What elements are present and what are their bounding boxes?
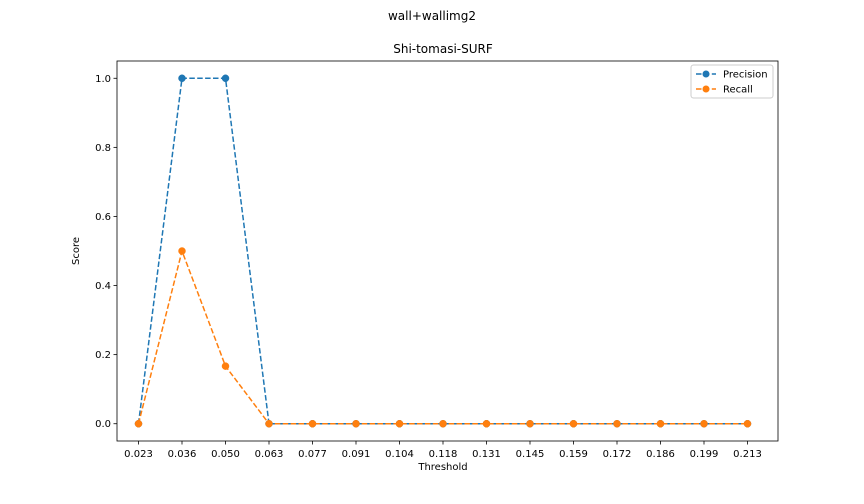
- y-tick-label: 1.0: [95, 74, 111, 85]
- legend-box: [690, 64, 774, 99]
- x-tick-label: 0.091: [342, 449, 371, 460]
- plot-frame: [116, 60, 779, 442]
- data-point: [395, 419, 404, 428]
- data-point: [221, 74, 230, 83]
- data-point: [221, 362, 230, 370]
- x-tick-label: 0.077: [298, 449, 327, 460]
- x-tick-label: 0.213: [733, 449, 762, 460]
- y-tick-label: 0.4: [95, 281, 111, 292]
- y-tick-label: 0.2: [95, 350, 111, 361]
- data-point: [526, 419, 534, 428]
- series-recall: [134, 247, 752, 428]
- series-precision: [134, 74, 752, 428]
- legend-label: Precision: [723, 70, 768, 81]
- data-point: [178, 247, 186, 255]
- plot-area: 0.023 0.036 0.050 0.063 0.077 0.091 0.104 0.118…: [95, 60, 779, 460]
- x-tick-label: 0.172: [603, 449, 632, 460]
- data-point: [308, 419, 317, 428]
- data-point: [352, 419, 360, 428]
- data-point: [569, 419, 578, 428]
- data-point: [482, 419, 491, 428]
- chart-title: Shi-tomasi-SURF: [393, 42, 493, 56]
- x-axis-label: Threshold: [417, 462, 467, 473]
- data-point: [134, 419, 143, 428]
- legend-marker: [702, 70, 710, 78]
- legend-label: Recall: [723, 85, 753, 96]
- data-point: [265, 419, 273, 428]
- x-tick-label: 0.023: [124, 449, 153, 460]
- series-line: [137, 248, 748, 425]
- y-tick-label: 0.6: [95, 212, 111, 223]
- x-tick-label: 0.104: [385, 449, 414, 460]
- y-tick-label: 0.0: [95, 419, 111, 430]
- data-point: [439, 419, 447, 428]
- legend-marker: [702, 85, 710, 93]
- x-tick-label: 0.118: [429, 449, 458, 460]
- data-point: [656, 419, 665, 428]
- x-tick-label: 0.050: [211, 449, 240, 460]
- x-tick-label: 0.145: [516, 449, 545, 460]
- data-point: [700, 419, 708, 428]
- x-tick-label: 0.063: [255, 449, 284, 460]
- x-tick-label: 0.186: [646, 449, 675, 460]
- data-point: [613, 419, 621, 428]
- data-point: [178, 74, 186, 83]
- legend: Precision Recall: [690, 64, 774, 99]
- chart-suptitle: wall+wallimg2: [388, 9, 476, 23]
- x-tick-label: 0.131: [472, 449, 501, 460]
- y-axis-label: Score: [71, 237, 82, 265]
- x-tick-label: 0.199: [690, 449, 719, 460]
- x-tick-label: 0.159: [559, 449, 588, 460]
- x-tick-label: 0.036: [168, 449, 197, 460]
- y-tick-label: 0.8: [95, 143, 111, 154]
- data-point: [743, 419, 752, 428]
